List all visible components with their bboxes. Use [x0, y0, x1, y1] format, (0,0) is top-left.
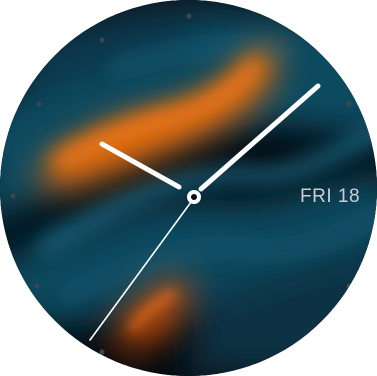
second-hand [90, 198, 194, 340]
hour-hand [102, 144, 179, 187]
center-pivot-icon [187, 190, 201, 204]
minute-hand [201, 86, 318, 189]
